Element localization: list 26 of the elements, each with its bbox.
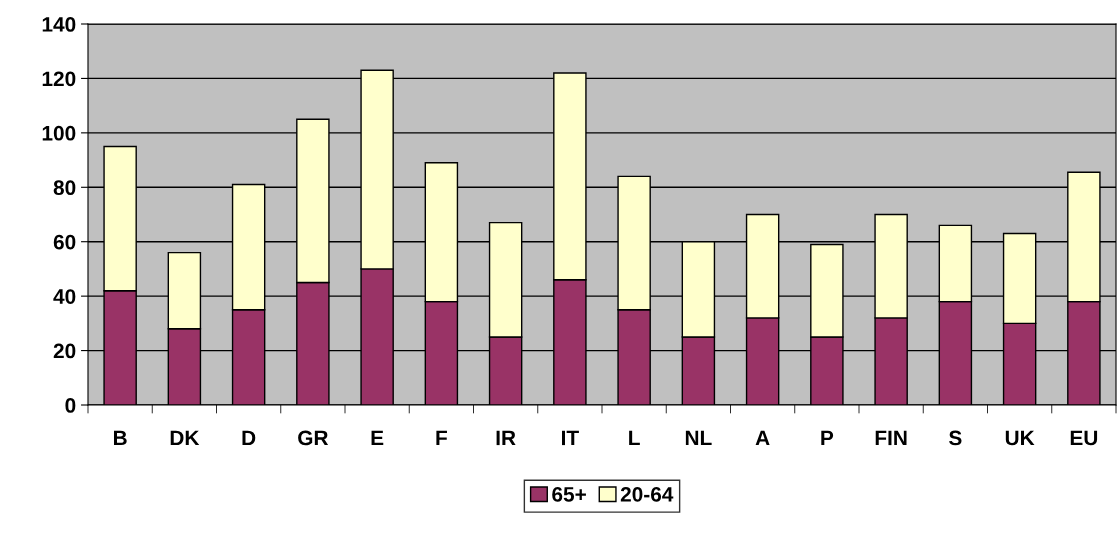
legend-label: 65+ — [552, 486, 586, 502]
x-tick-label: GR — [298, 430, 329, 446]
legend-label: 20-64 — [620, 486, 674, 502]
x-tick-label: FIN — [875, 430, 907, 446]
x-tick-label: P — [821, 430, 834, 446]
x-tick-label: NL — [685, 430, 712, 446]
y-tick-label: 80 — [53, 180, 76, 196]
x-tick-label: UK — [1005, 430, 1035, 446]
x-tick-label: B — [114, 430, 127, 446]
x-tick-label: EU — [1070, 430, 1098, 446]
x-tick-label: F — [436, 430, 447, 446]
x-tick-label: DK — [170, 430, 200, 446]
y-tick-label: 40 — [53, 289, 76, 304]
x-tick-label: E — [371, 430, 384, 446]
y-tick-label: 100 — [42, 125, 76, 141]
y-tick-label: 120 — [42, 71, 76, 87]
x-tick-label: L — [629, 430, 640, 446]
y-tick-label: 140 — [42, 17, 76, 32]
x-tick-label: D — [242, 430, 256, 446]
x-tick-label: S — [949, 430, 962, 446]
y-tick-label: 0 — [65, 398, 76, 413]
x-tick-label: A — [755, 430, 770, 446]
y-tick-label: 20 — [53, 343, 76, 359]
x-tick-label: IT — [562, 430, 579, 446]
x-tick-label: IR — [496, 430, 516, 446]
y-tick-label: 60 — [53, 234, 76, 250]
